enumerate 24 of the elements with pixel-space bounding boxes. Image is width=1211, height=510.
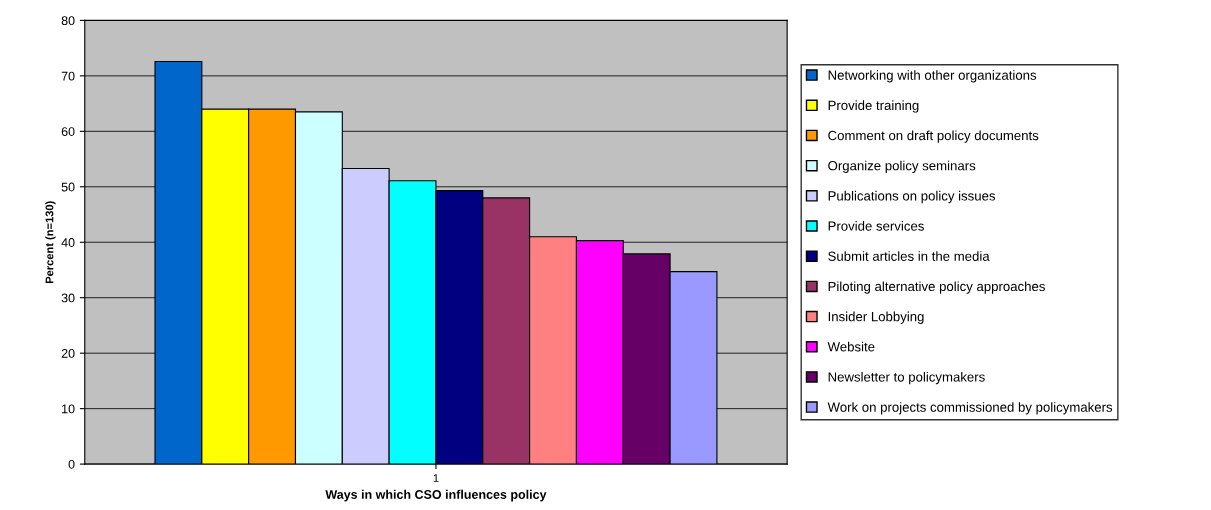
y-tick-label: 70	[61, 71, 75, 81]
legend-label: Networking with other organizations	[828, 70, 1037, 83]
y-tick-label: 0	[68, 459, 75, 469]
x-axis-title: Ways in which CSO influences policy	[325, 489, 547, 502]
legend-label: Publications on policy issues	[828, 190, 996, 204]
y-tick-label: 50	[61, 182, 75, 192]
y-tick-label: 60	[61, 127, 75, 136]
y-tick-label: 80	[61, 16, 75, 26]
y-tick-label: 10	[62, 404, 75, 414]
legend-label: Piloting alternative policy approaches	[828, 281, 1045, 294]
x-tick-label: 1	[433, 474, 439, 482]
legend-label: Website	[827, 341, 875, 352]
legend-label: Submit articles in the media	[828, 251, 990, 261]
y-tick-label: 30	[61, 293, 75, 303]
y-axis-title: Percent (n=130)	[45, 201, 56, 284]
legend-label: Work on projects commissioned by policymakers	[827, 402, 1113, 415]
legend-label: Insider Lobbying	[828, 311, 924, 324]
legend-label: Comment on draft policy documents	[828, 130, 1039, 143]
y-tick-label: 40	[61, 238, 75, 247]
legend-label: Provide services	[828, 221, 924, 231]
y-tick-label: 20	[61, 348, 75, 358]
legend-label: Provide training	[828, 100, 919, 113]
legend-label: Organize policy seminars	[828, 160, 976, 173]
legend-label: Newsletter to policymakers	[828, 371, 985, 385]
